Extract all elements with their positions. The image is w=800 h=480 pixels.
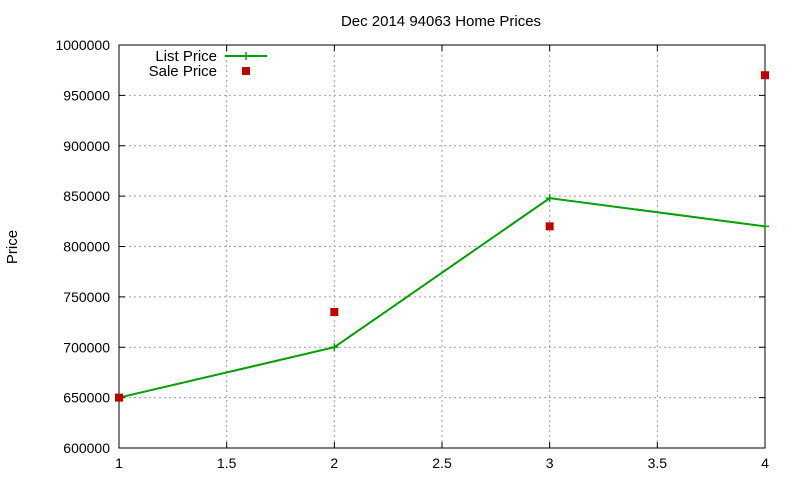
series-sale-price [115, 71, 769, 402]
series-line [118, 197, 766, 399]
y-axis-label: Price [4, 230, 21, 264]
x-tick-label: 3.5 [648, 455, 668, 471]
y-tick-label: 850000 [63, 188, 110, 204]
legend-item: Sale Price [149, 63, 250, 80]
y-tick-label: 950000 [63, 87, 110, 103]
x-tick-label: 1.5 [217, 455, 237, 471]
legend-label: List Price [155, 48, 217, 65]
x-tick-label: 2.5 [432, 455, 452, 471]
y-tick-label: 650000 [63, 390, 110, 406]
y-tick-label: 750000 [63, 289, 110, 305]
series [115, 71, 769, 402]
data-point [545, 194, 554, 203]
legend-item: List Price [155, 48, 267, 65]
x-tick-label: 3 [546, 455, 554, 471]
y-tick-label: 800000 [63, 239, 110, 255]
data-point [330, 343, 339, 352]
data-point [330, 307, 339, 316]
chart-title: Dec 2014 94063 Home Prices [341, 13, 541, 30]
legend-marker [242, 52, 250, 60]
data-point [761, 71, 769, 80]
legend-marker [242, 67, 250, 75]
x-tick-label: 1 [115, 455, 123, 471]
data-point [545, 222, 554, 231]
legend-label: Sale Price [149, 63, 217, 80]
y-tick-label: 700000 [63, 339, 110, 355]
grid [119, 45, 765, 448]
axes: 600000 650000 700000 750000 800000 850000 9000… [55, 37, 769, 471]
y-tick-label: 900000 [63, 138, 110, 154]
y-tick-label: 1000000 [55, 37, 110, 53]
x-tick-label: 2 [330, 455, 338, 471]
x-tick-label: 4 [761, 455, 769, 471]
data-point [115, 393, 123, 402]
y-tick-label: 600000 [63, 440, 110, 456]
data-point [761, 222, 769, 231]
